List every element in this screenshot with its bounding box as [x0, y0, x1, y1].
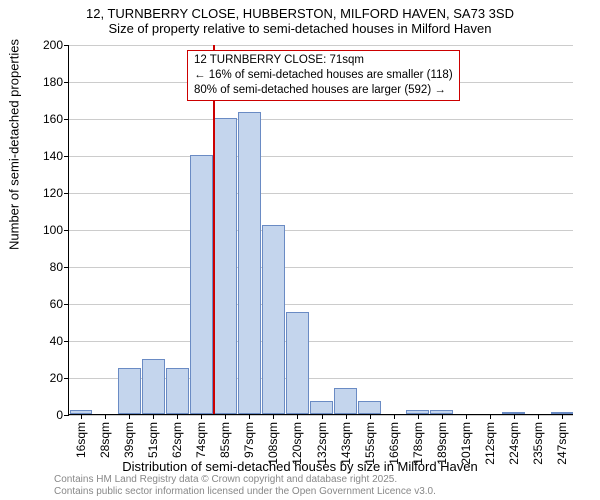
grid-line [69, 230, 573, 231]
y-tick-mark [64, 119, 69, 120]
x-tick-mark [153, 414, 154, 419]
y-tick-label: 100 [43, 223, 63, 237]
x-axis-label: Distribution of semi-detached houses by … [0, 459, 600, 474]
y-tick-mark [64, 341, 69, 342]
y-tick-mark [64, 304, 69, 305]
y-tick-label: 80 [50, 260, 63, 274]
x-tick-label: 62sqm [170, 422, 184, 458]
footnote-line-1: Contains HM Land Registry data © Crown c… [54, 474, 436, 486]
x-tick-mark [370, 414, 371, 419]
y-tick-label: 0 [56, 408, 63, 422]
y-tick-label: 20 [50, 371, 63, 385]
y-tick-mark [64, 82, 69, 83]
grid-line [69, 45, 573, 46]
histogram-bar [118, 368, 141, 414]
x-tick-mark [225, 414, 226, 419]
footnote-line-2: Contains public sector information licen… [54, 486, 436, 498]
y-tick-mark [64, 378, 69, 379]
plot-area: 02040608010012014016018020016sqm28sqm39s… [68, 45, 573, 415]
x-tick-mark [394, 414, 395, 419]
histogram-bar [502, 412, 525, 414]
info-box-line: 12 TURNBERRY CLOSE: 71sqm [194, 53, 453, 68]
x-tick-mark [418, 414, 419, 419]
histogram-bar [406, 410, 429, 414]
y-tick-mark [64, 45, 69, 46]
x-tick-mark [466, 414, 467, 419]
x-tick-mark [490, 414, 491, 419]
y-tick-mark [64, 193, 69, 194]
x-tick-label: 74sqm [194, 422, 208, 458]
x-tick-label: 16sqm [74, 422, 88, 458]
histogram-bar [310, 401, 333, 414]
info-box-line: ← 16% of semi-detached houses are smalle… [194, 68, 453, 83]
histogram-bar [190, 155, 213, 414]
x-tick-label: 97sqm [242, 422, 256, 458]
histogram-bar [166, 368, 189, 414]
x-tick-mark [129, 414, 130, 419]
x-tick-mark [538, 414, 539, 419]
x-tick-mark [81, 414, 82, 419]
histogram-bar [142, 359, 165, 415]
x-tick-mark [514, 414, 515, 419]
x-tick-label: 51sqm [146, 422, 160, 458]
x-tick-mark [249, 414, 250, 419]
grid-line [69, 119, 573, 120]
histogram-bar [286, 312, 309, 414]
histogram-bar [214, 118, 237, 414]
footnote: Contains HM Land Registry data © Crown c… [54, 474, 436, 498]
histogram-bar [70, 410, 93, 414]
grid-line [69, 341, 573, 342]
histogram-bar [262, 225, 285, 414]
info-box: 12 TURNBERRY CLOSE: 71sqm← 16% of semi-d… [187, 50, 460, 101]
histogram-bar [358, 401, 381, 414]
grid-line [69, 156, 573, 157]
y-tick-mark [64, 156, 69, 157]
y-axis-label: Number of semi-detached properties [7, 39, 22, 250]
histogram-bar [430, 410, 453, 414]
y-tick-label: 60 [50, 297, 63, 311]
histogram-bar [334, 388, 357, 414]
y-tick-mark [64, 267, 69, 268]
y-tick-label: 120 [43, 186, 63, 200]
title-line-1: 12, TURNBERRY CLOSE, HUBBERSTON, MILFORD… [0, 6, 600, 21]
grid-line [69, 193, 573, 194]
x-tick-mark [105, 414, 106, 419]
y-tick-label: 160 [43, 112, 63, 126]
info-box-line: 80% of semi-detached houses are larger (… [194, 83, 453, 98]
y-tick-label: 180 [43, 75, 63, 89]
histogram-bar [238, 112, 261, 414]
x-tick-mark [177, 414, 178, 419]
x-tick-label: 28sqm [98, 422, 112, 458]
x-tick-mark [273, 414, 274, 419]
grid-line [69, 267, 573, 268]
title-line-2: Size of property relative to semi-detach… [0, 21, 600, 36]
x-tick-label: 39sqm [122, 422, 136, 458]
x-tick-mark [201, 414, 202, 419]
x-tick-label: 85sqm [218, 422, 232, 458]
y-tick-mark [64, 230, 69, 231]
y-tick-label: 40 [50, 334, 63, 348]
x-tick-mark [562, 414, 563, 419]
x-tick-mark [322, 414, 323, 419]
y-tick-label: 140 [43, 149, 63, 163]
grid-line [69, 304, 573, 305]
histogram-bar [551, 412, 574, 414]
x-tick-mark [297, 414, 298, 419]
x-tick-mark [346, 414, 347, 419]
y-tick-label: 200 [43, 38, 63, 52]
x-tick-mark [442, 414, 443, 419]
y-tick-mark [64, 415, 69, 416]
